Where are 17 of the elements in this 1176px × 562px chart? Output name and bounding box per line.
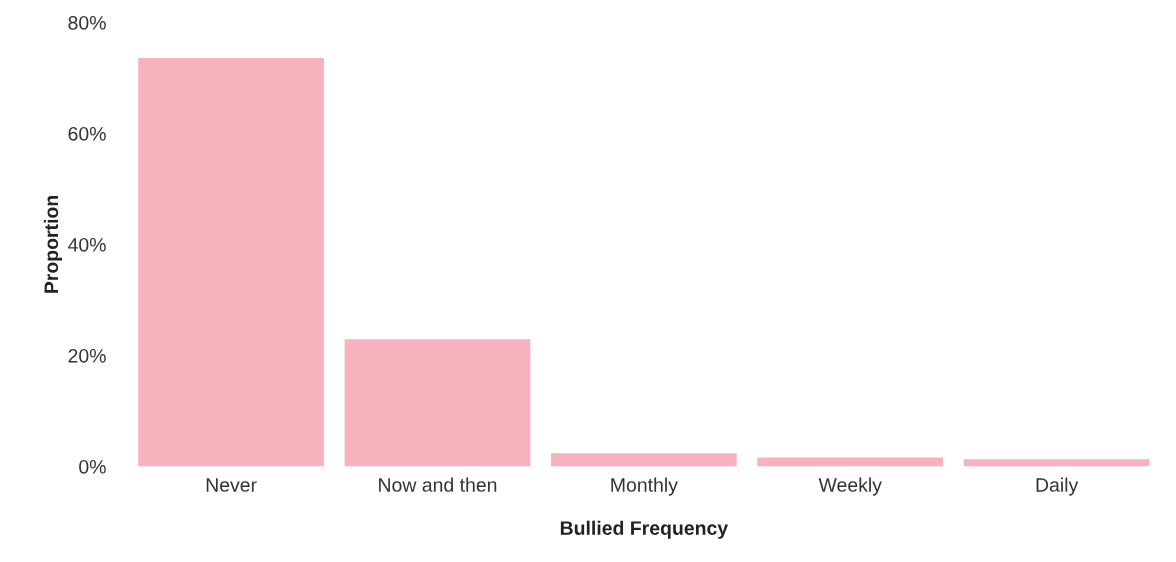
- y-tick-label: 0%: [79, 459, 106, 474]
- y-tick-label: 20%: [68, 348, 106, 363]
- bar: [550, 453, 737, 467]
- y-tick-label: 60%: [68, 126, 106, 141]
- bar: [138, 58, 324, 467]
- x-tick-label: Daily: [1036, 477, 1079, 496]
- x-tick-label: Weekly: [818, 477, 882, 496]
- x-tick-label: Now and then: [379, 477, 497, 492]
- y-axis-title: Proportion: [43, 195, 63, 293]
- bar: [963, 459, 1150, 467]
- bar: [344, 339, 531, 467]
- x-tick-label: Never: [206, 478, 257, 492]
- bar: [757, 457, 944, 467]
- x-tick-label: Monthly: [611, 477, 678, 496]
- y-tick-label: 80%: [68, 15, 106, 30]
- x-axis-title: Bullied Frequency: [560, 520, 729, 539]
- y-tick-label: 40%: [68, 237, 106, 252]
